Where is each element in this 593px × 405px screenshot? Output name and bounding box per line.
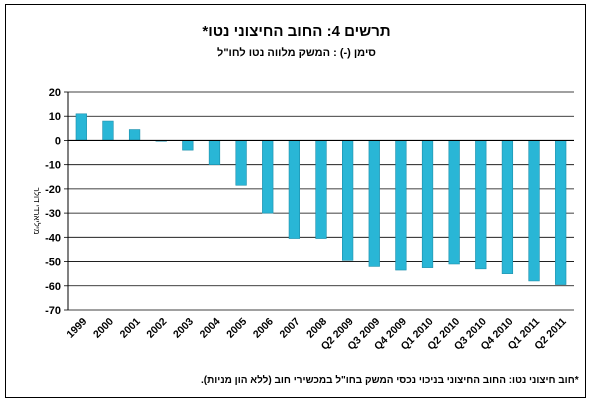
y-tick-label: -40 xyxy=(45,232,61,244)
x-tick-label: 2001 xyxy=(118,316,143,341)
x-tick-label: 2000 xyxy=(91,316,116,341)
bar xyxy=(342,140,354,261)
bar xyxy=(315,140,327,239)
bar xyxy=(182,140,194,151)
y-tick-label: 20 xyxy=(49,87,61,99)
x-tick-label: 2004 xyxy=(198,316,223,341)
x-tick-labels: 1999 2000 2001 2002 2003 2004 2005 2006 2007 2008… xyxy=(64,316,568,353)
y-tick-label: -30 xyxy=(45,208,61,220)
bar xyxy=(262,140,274,214)
bar xyxy=(102,120,114,141)
x-tick-label: 2006 xyxy=(251,316,276,341)
x-tick-label: 2007 xyxy=(277,316,302,341)
y-axis-title: מיליארדי דולר xyxy=(32,188,41,235)
bar xyxy=(128,129,141,141)
bar xyxy=(501,140,514,274)
y-tick-label: -10 xyxy=(45,160,61,172)
bar xyxy=(208,140,221,165)
bar xyxy=(395,140,407,271)
y-tick-label: 10 xyxy=(49,111,61,123)
bar xyxy=(368,140,380,267)
bar xyxy=(555,140,567,285)
chart-subtitle: סימן (-) : המשק מלווה נטו לחו"ל xyxy=(217,47,376,59)
y-tick-label: -60 xyxy=(45,281,61,293)
y-tick-label: 0 xyxy=(55,135,61,147)
x-tick-label: 1999 xyxy=(64,316,89,341)
chart-footnote: *חוב חיצוני נטו: החוב החיצוני בניכוי נכס… xyxy=(201,375,579,386)
bar xyxy=(421,140,434,268)
x-tick-label: 2003 xyxy=(171,316,196,341)
bar xyxy=(475,140,487,270)
axes xyxy=(67,92,574,310)
y-tick-label: -70 xyxy=(45,305,61,317)
bar xyxy=(288,140,300,239)
bar xyxy=(448,140,460,265)
bars xyxy=(75,113,567,285)
chart-frame: תרשים 4: החוב החיצוני נטו* סימן (-) : המ… xyxy=(5,4,586,398)
bar xyxy=(528,140,540,282)
x-tick-label: 2002 xyxy=(144,316,169,341)
x-tick-label: 2005 xyxy=(224,316,249,341)
chart-title: תרשים 4: החוב החיצוני נטו* xyxy=(202,23,391,40)
y-tick-labels: 20 10 0 -10 -20 -30 -40 -50 -60 -70 xyxy=(45,87,61,317)
y-tick-label: -20 xyxy=(45,184,61,196)
y-tick-label: -50 xyxy=(45,257,61,269)
bar xyxy=(75,113,87,141)
bar xyxy=(235,140,247,186)
